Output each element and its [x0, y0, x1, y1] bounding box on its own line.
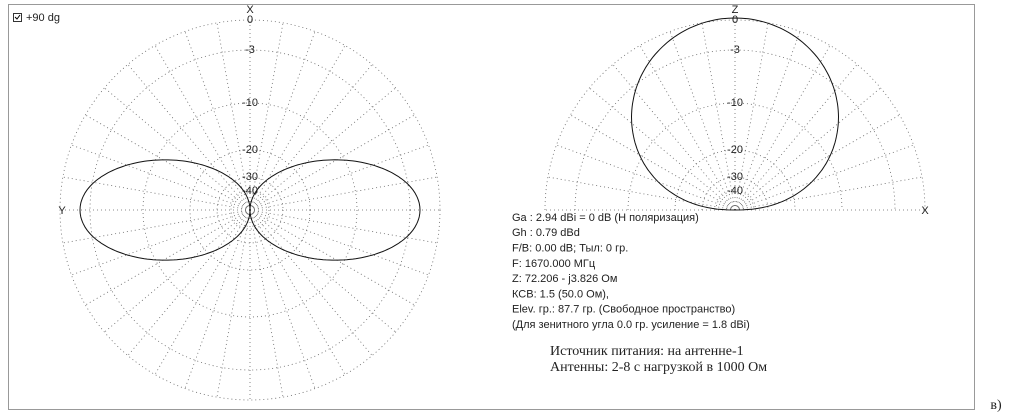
caption: в) [990, 398, 1002, 413]
ring-label: -3 [245, 44, 255, 56]
pattern-right [630, 17, 840, 211]
checkmark [14, 14, 21, 20]
axis-label: Y [58, 205, 66, 217]
info-line: Z: 72.206 - j3.826 Ом [512, 273, 617, 285]
ring-label: -40 [727, 185, 743, 197]
checkbox[interactable] [13, 13, 22, 22]
ring-label: -3 [730, 44, 740, 56]
axis-label: Z [732, 4, 739, 16]
grid-ring [544, 19, 926, 211]
note-line: Антенны: 2-8 с нагрузкой в 1000 Ом [550, 360, 767, 375]
ring-label: -20 [727, 144, 743, 156]
ring-label: 0 [732, 14, 738, 26]
axis-label: X [921, 205, 929, 217]
grid-ring [230, 190, 270, 230]
info-line: F: 1670.000 МГц [512, 258, 596, 270]
ring-label: -10 [242, 97, 258, 109]
pattern-left [79, 159, 421, 261]
info-line: (Для зенитного угла 0.0 гр. усиление = 1… [512, 319, 750, 331]
grid-ring [674, 149, 796, 211]
info-line: Gh : 0.79 dBd [512, 227, 580, 239]
note-line: Источник питания: на антенне-1 [550, 344, 744, 359]
info-line: КСВ: 1.5 (50.0 Ом), [512, 288, 609, 300]
info-line: Ga : 2.94 dBi = 0 dB (H поляризация) [512, 212, 699, 224]
ring-label: 0 [247, 14, 253, 26]
info-line: F/B: 0.00 dB; Тыл: 0 гр. [512, 243, 628, 255]
grid-ring [142, 102, 358, 318]
frame [8, 4, 975, 410]
info-line: Elev. гр.: 87.7 гр. (Свободное пространс… [512, 304, 735, 316]
grid-ring [59, 19, 441, 401]
ring-label: -20 [242, 144, 258, 156]
axis-label: X [246, 4, 254, 16]
ring-label: -30 [242, 171, 258, 183]
grid-ring [574, 49, 896, 211]
ring-label: -10 [727, 97, 743, 109]
ring-label: -30 [727, 171, 743, 183]
checkbox-label[interactable]: +90 dg [26, 12, 60, 24]
ring-label: -40 [242, 185, 258, 197]
